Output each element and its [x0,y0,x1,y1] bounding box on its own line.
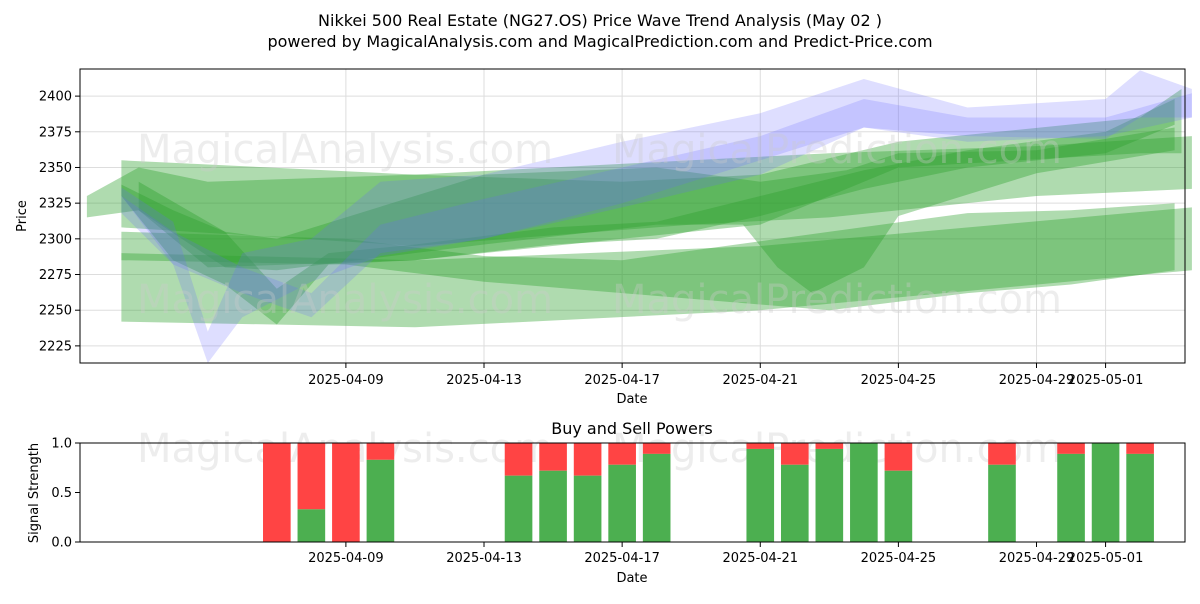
sell-bar [263,443,291,542]
sell-bar [504,443,533,476]
price-y-tick-label: 2350 [39,161,72,176]
buy-bar [988,464,1016,542]
signal-x-tick-label: 2025-04-13 [446,551,522,566]
buy-bar [608,464,636,542]
buy-bar [1091,443,1120,542]
price-x-tick-label: 2025-04-13 [446,373,522,388]
wave-band-green [86,89,1182,268]
wave-band-green [138,127,1175,294]
chart-title-line2: powered by MagicalAnalysis.com and Magic… [267,32,932,51]
buy-bar [573,475,602,542]
price-x-tick-label: 2025-04-25 [861,373,937,388]
signal-x-ticks: 2025-04-09 2025-04-13 2025-04-17 2025-04-21… [308,542,1143,566]
sell-bar [1126,443,1154,454]
price-watermarks: MagicalAnalysis.com MagicalPrediction.co… [137,127,1062,323]
price-x-tick-label: 2025-04-09 [308,373,384,388]
chart-title-line1: Nikkei 500 Real Estate (NG27.OS) Price W… [318,11,882,30]
sell-bar [746,443,775,449]
price-y-tick-label: 2375 [39,125,72,140]
buy-bar [780,464,809,542]
sell-bar [297,443,326,510]
signal-x-tick-label: 2025-04-25 [861,551,937,566]
buy-bar [884,470,913,542]
buy-bar [815,448,844,542]
price-x-tick-label: 2025-04-29 [999,373,1075,388]
buy-bar [746,448,775,542]
price-gridlines [80,69,1185,363]
wave-band-blue [121,70,1192,364]
wave-band-green [121,207,1192,328]
sell-bar [815,443,844,449]
signal-y-tick-label: 0.0 [51,536,72,551]
signal-x-tick-label: 2025-04-09 [308,551,384,566]
price-y-tick-label: 2250 [39,304,72,319]
watermark-lower-right: MagicalPrediction.com [612,277,1062,323]
price-y-tick-label: 2225 [39,339,72,354]
price-x-tick-label: 2025-04-17 [584,373,660,388]
price-x-tick-label: 2025-05-01 [1068,373,1144,388]
price-y-axis-label: Price [15,200,30,232]
sell-bar [780,443,809,465]
watermark-upper-right: MagicalPrediction.com [612,127,1062,173]
price-y-tick-label: 2325 [39,197,72,212]
signal-y-tick-label: 1.0 [51,437,72,452]
wave-band-green [121,136,1192,246]
signal-chart-title: Buy and Sell Powers [551,419,713,438]
price-y-tick-label: 2400 [39,90,72,105]
price-y-ticks: 2225 2250 2275 2300 2325 2350 2375 2400 [39,90,80,354]
buy-bar [1126,453,1154,542]
buy-bar [642,453,671,542]
price-y-tick-label: 2300 [39,232,72,247]
sell-bar [539,443,567,471]
signal-x-tick-label: 2025-05-01 [1068,551,1144,566]
buy-bar [297,509,326,542]
sell-bar [1057,443,1085,454]
sell-bar [988,443,1016,465]
sell-bar [608,443,636,465]
signal-bars [263,443,1154,542]
buy-bar [366,459,395,542]
buy-bar [539,470,567,542]
wave-band-green [121,203,1175,311]
signal-y-axis-label: Signal Strength [27,443,42,543]
price-x-axis-label: Date [616,392,647,407]
watermark-upper-left: MagicalAnalysis.com [137,127,553,173]
sell-bar [366,443,395,460]
sell-bar [573,443,602,476]
wave-bands [86,70,1192,364]
price-plot-frame [79,68,1186,364]
price-y-tick-label: 2275 [39,268,72,283]
watermark-lower-left: MagicalAnalysis.com [137,277,553,323]
signal-x-tick-label: 2025-04-21 [722,551,798,566]
price-x-ticks: 2025-04-09 2025-04-13 2025-04-17 2025-04-21… [308,363,1143,388]
signal-y-ticks: 0.0 0.5 1.0 [51,437,80,551]
signal-x-axis-label: Date [616,571,647,586]
price-x-tick-label: 2025-04-21 [722,373,798,388]
sell-bar [642,443,671,454]
signal-chart: Buy and Sell Powers MagicalAnalysis.com … [27,419,1186,586]
signal-x-tick-label: 2025-04-29 [999,551,1075,566]
buy-bar [504,475,533,542]
buy-bar [1057,453,1085,542]
buy-bar [850,443,878,542]
price-chart: MagicalAnalysis.com MagicalPrediction.co… [15,68,1192,407]
sell-bar [332,443,360,542]
sell-bar [884,443,913,471]
signal-y-tick-label: 0.5 [51,486,72,501]
signal-x-tick-label: 2025-04-17 [584,551,660,566]
